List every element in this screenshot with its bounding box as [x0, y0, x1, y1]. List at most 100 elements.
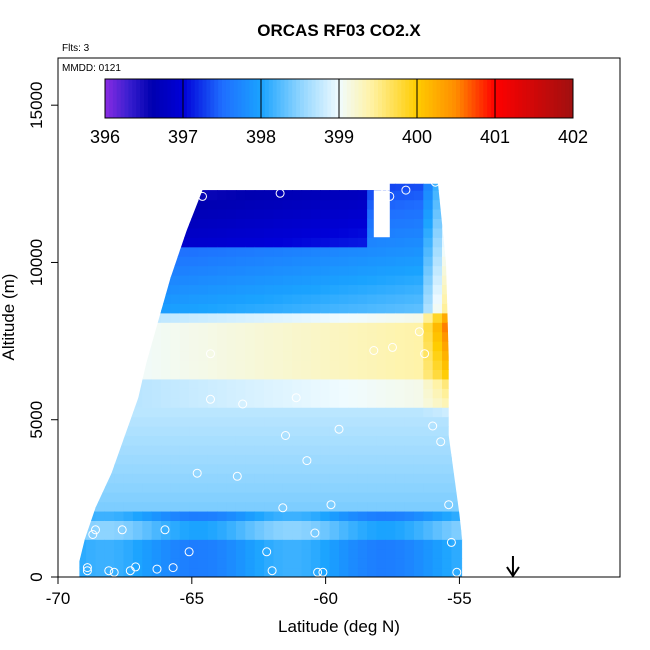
field-cell	[451, 388, 462, 399]
field-cell	[339, 539, 349, 550]
field-cell	[339, 482, 349, 493]
field-cell	[161, 407, 171, 418]
field-cell	[460, 492, 463, 503]
field-cell	[348, 265, 359, 276]
field-cell	[404, 407, 415, 418]
field-cell	[395, 520, 406, 531]
sample-point	[160, 525, 170, 535]
field-cell	[357, 237, 368, 248]
field-cell	[226, 322, 237, 333]
field-cell	[292, 218, 303, 229]
field-cell	[114, 359, 125, 370]
field-cell	[189, 256, 200, 267]
colorbar-cell	[487, 79, 492, 118]
field-cell	[198, 416, 209, 427]
field-cell	[142, 548, 153, 559]
field-cell	[301, 359, 312, 370]
field-cell	[151, 227, 162, 238]
field-cell	[86, 539, 97, 550]
field-cell	[142, 208, 153, 220]
field-cell	[339, 237, 349, 248]
colorbar-cell	[456, 79, 461, 118]
field-cell	[348, 303, 359, 314]
field-cell	[264, 407, 275, 418]
field-cell	[170, 208, 181, 220]
field-cell	[207, 482, 218, 493]
field-cell	[170, 435, 181, 446]
field-cell	[460, 208, 463, 220]
field-cell	[123, 510, 134, 521]
field-cell	[179, 331, 190, 342]
field-cell	[123, 293, 134, 304]
field-cell	[151, 350, 162, 361]
field-cell	[132, 510, 143, 521]
field-cell	[282, 208, 293, 220]
field-cell	[282, 548, 293, 559]
field-cell	[264, 520, 275, 531]
field-cell	[179, 208, 190, 220]
field-cell	[104, 183, 115, 191]
field-cell	[348, 454, 359, 465]
colorbar-cell	[374, 79, 379, 118]
field-cell	[86, 199, 97, 210]
field-cell	[339, 341, 349, 352]
field-cell	[376, 510, 387, 521]
field-cell	[413, 341, 424, 352]
field-cell	[404, 435, 415, 446]
field-cell	[104, 558, 115, 569]
field-cell	[357, 331, 368, 342]
field-cells	[79, 183, 463, 578]
field-cell	[460, 350, 463, 361]
field-cell	[226, 331, 237, 342]
field-cell	[79, 256, 87, 267]
field-cell	[245, 208, 256, 220]
field-cell	[86, 454, 97, 465]
sample-point	[326, 500, 336, 510]
field-cell	[95, 341, 106, 352]
field-cell	[310, 407, 321, 418]
field-cell	[367, 388, 378, 399]
field-cell	[432, 359, 443, 370]
field-cell	[395, 548, 406, 559]
colorbar-tick-label: 402	[558, 127, 588, 147]
field-cell	[123, 558, 134, 569]
field-cell	[310, 218, 321, 229]
field-cell	[79, 331, 87, 342]
field-cell	[460, 416, 463, 427]
field-cell	[235, 265, 246, 276]
field-cell	[226, 341, 237, 352]
field-cell	[217, 303, 228, 314]
field-cell	[226, 190, 237, 201]
field-cell	[217, 331, 228, 342]
field-cell	[245, 237, 256, 248]
field-cell	[235, 558, 246, 569]
field-cell	[301, 350, 312, 361]
field-cell	[132, 369, 143, 380]
y-axis-label: Altitude (m)	[0, 274, 18, 361]
field-notch	[373, 190, 390, 238]
field-cell	[235, 256, 246, 267]
field-cell	[348, 312, 359, 323]
field-cell	[282, 227, 293, 238]
field-cell	[142, 407, 153, 418]
field-cell	[320, 520, 331, 531]
field-cell	[86, 416, 97, 427]
field-cell	[151, 303, 162, 314]
field-cell	[273, 227, 284, 238]
field-cell	[320, 482, 331, 493]
field-cell	[132, 183, 143, 191]
field-cell	[264, 369, 275, 380]
field-cell	[301, 303, 312, 314]
field-cell	[292, 397, 303, 408]
field-cell	[348, 567, 359, 578]
field-cell	[254, 539, 265, 550]
field-cell	[367, 473, 378, 484]
field-cell	[161, 463, 171, 474]
field-cell	[123, 265, 134, 276]
field-cell	[104, 539, 115, 550]
colorbar-cell	[370, 79, 375, 118]
field-cell	[104, 397, 115, 408]
colorbar-cell	[413, 79, 418, 118]
colorbar-cell	[315, 79, 320, 118]
field-cell	[385, 454, 396, 465]
